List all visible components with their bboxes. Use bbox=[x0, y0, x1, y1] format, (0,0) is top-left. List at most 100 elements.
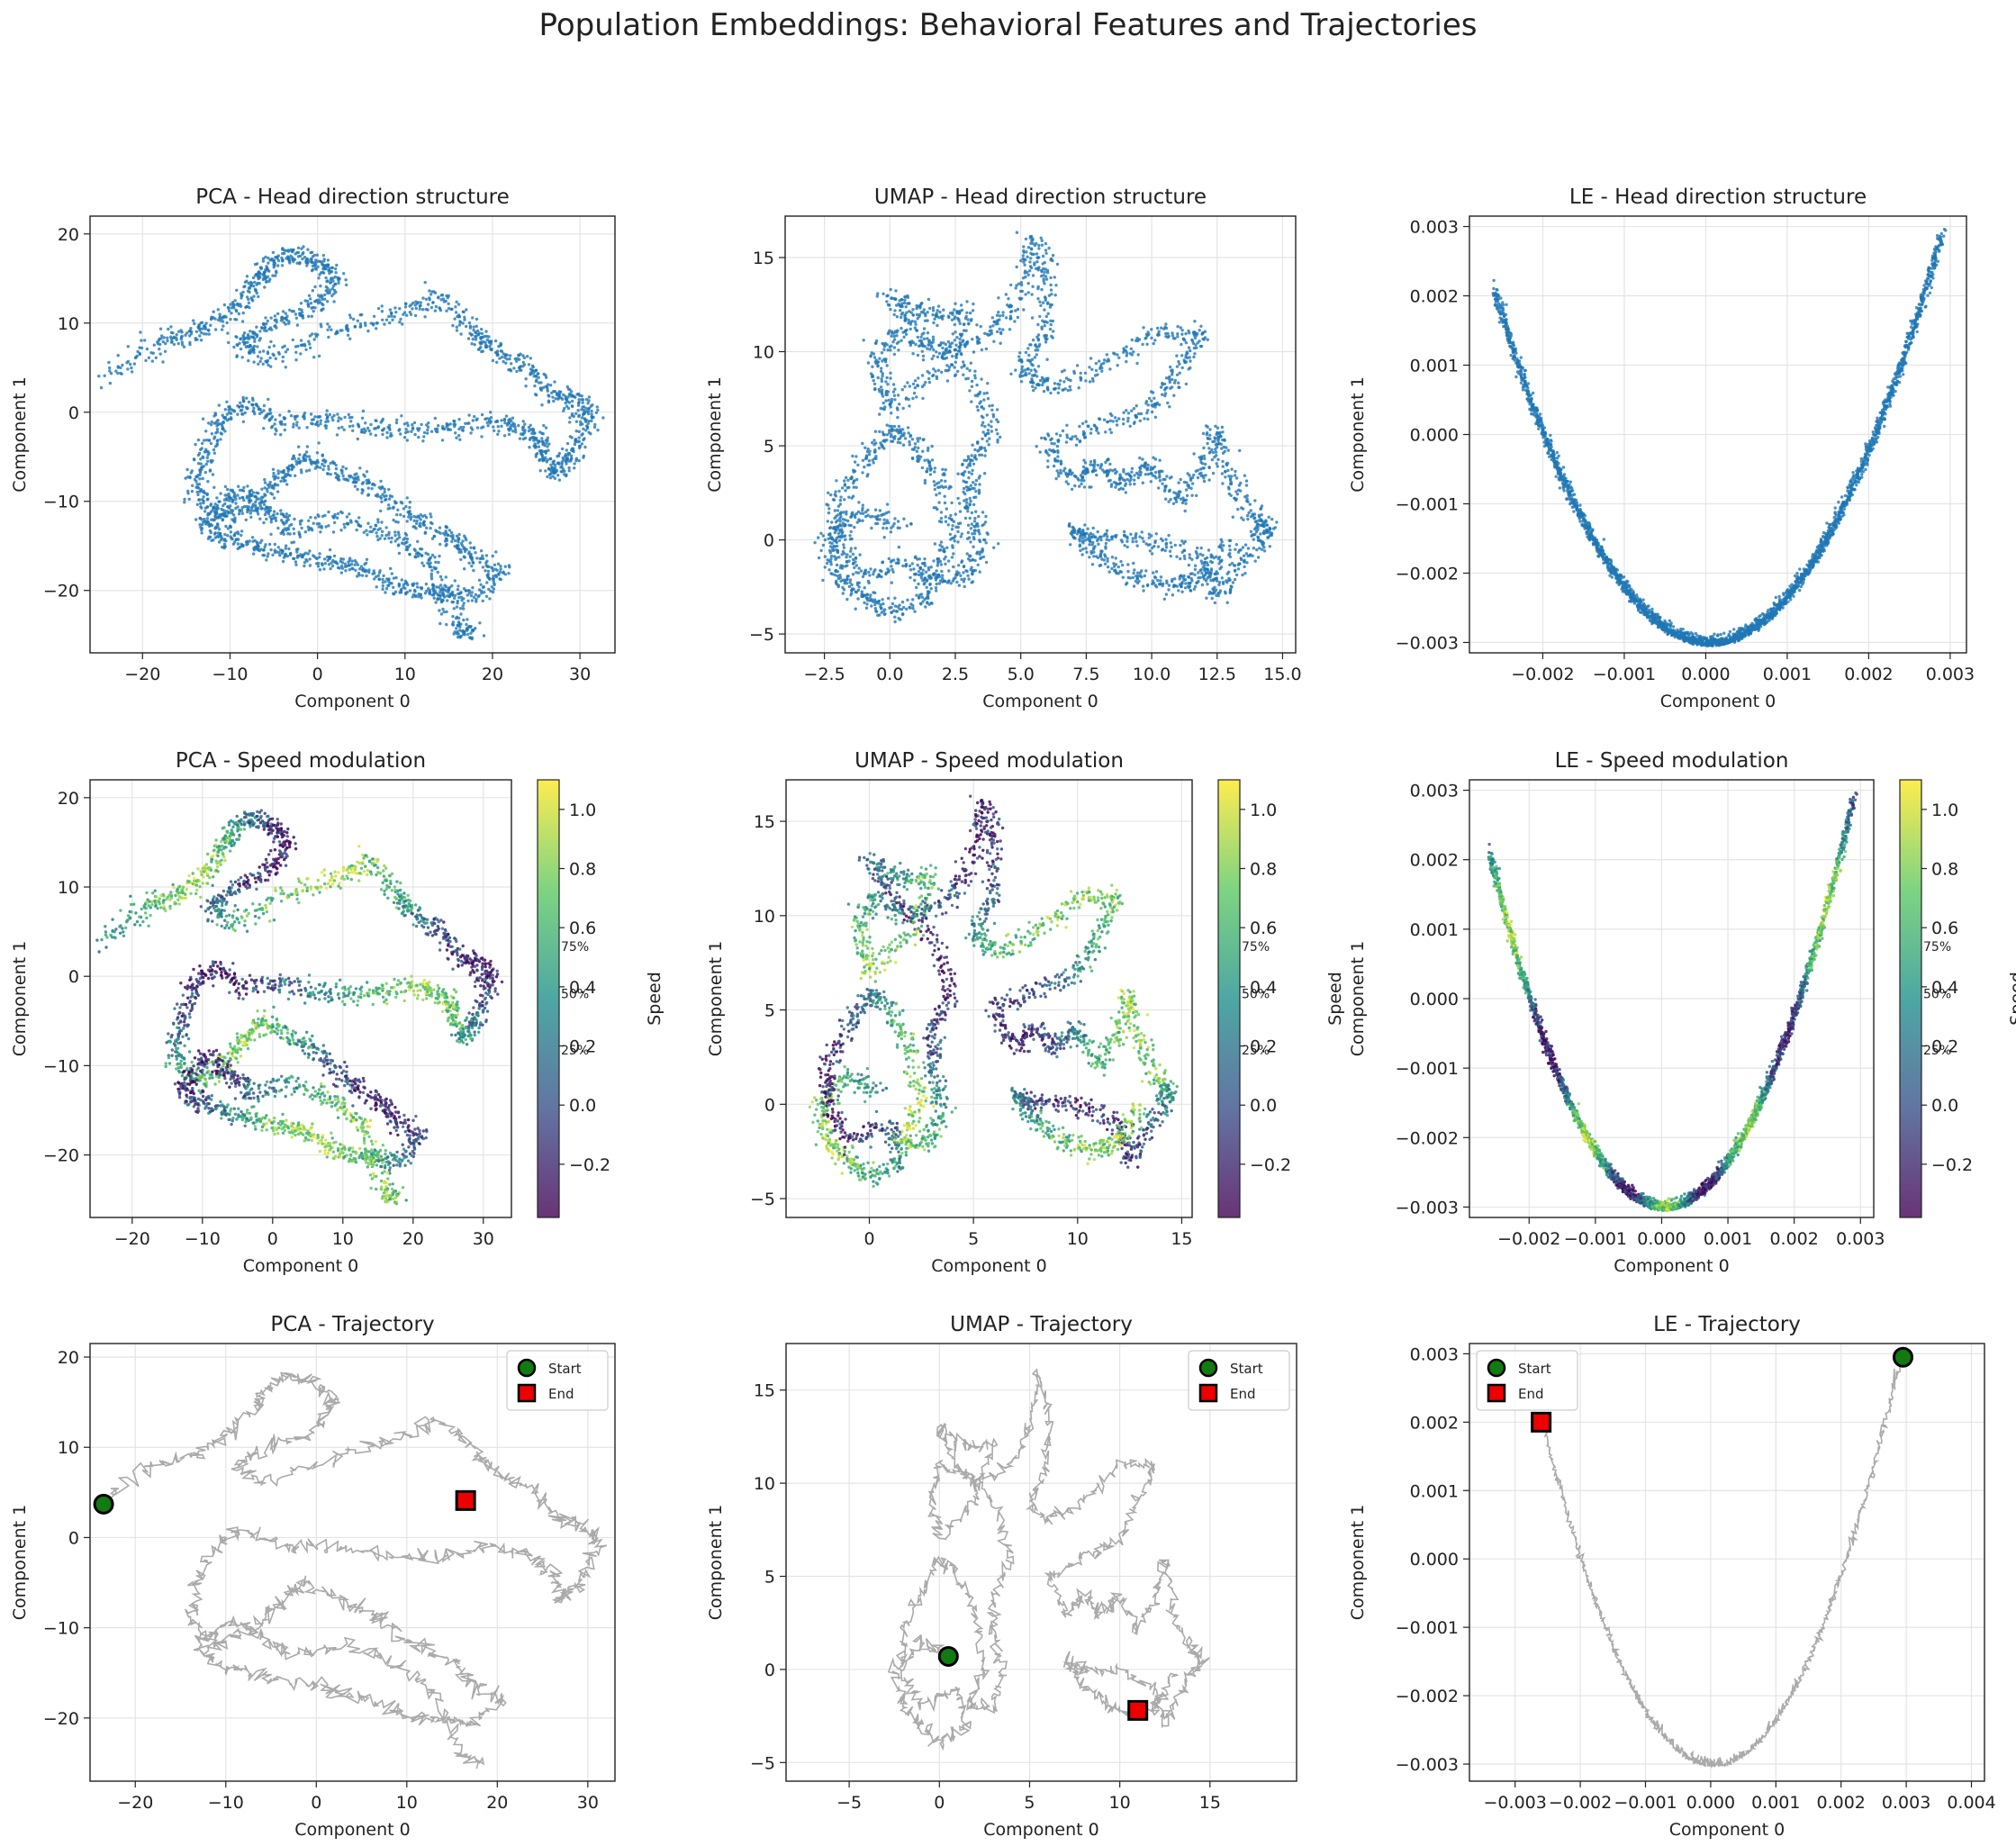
pca-head-point bbox=[274, 357, 277, 360]
pca-head-point bbox=[429, 293, 433, 296]
pca-head-point bbox=[300, 526, 303, 530]
umap-head-point bbox=[984, 347, 989, 351]
pca-head-point bbox=[230, 417, 233, 421]
pca-head-point bbox=[303, 256, 307, 259]
pca-head-point bbox=[392, 518, 395, 522]
pca-head-point bbox=[511, 421, 515, 425]
pca-head-point bbox=[324, 267, 328, 271]
pca-head-point bbox=[355, 528, 358, 532]
pca-head-point bbox=[321, 303, 325, 307]
umap-head-point bbox=[953, 366, 956, 369]
pca-head-point bbox=[590, 412, 593, 416]
pca-head-point bbox=[152, 343, 156, 347]
pca-head-point bbox=[405, 545, 409, 548]
umap-head-point bbox=[1135, 336, 1139, 340]
pca-head-point bbox=[164, 341, 167, 346]
umap-head-point bbox=[971, 468, 974, 473]
umap-head-point bbox=[1137, 338, 1142, 341]
pca-head-point bbox=[326, 279, 330, 283]
umap-head-point bbox=[939, 563, 944, 566]
pca-head-point bbox=[521, 420, 525, 423]
pca-head-point bbox=[468, 636, 472, 639]
pca-head-point bbox=[509, 354, 512, 357]
umap-head-point bbox=[896, 526, 900, 529]
pca-head-point bbox=[585, 426, 590, 430]
pca-head-point bbox=[126, 345, 130, 348]
pca-head-point bbox=[219, 538, 223, 542]
pca-head-point bbox=[318, 300, 321, 304]
umap-head-point bbox=[918, 557, 921, 561]
pca-head-point bbox=[481, 554, 484, 557]
pca-head-point bbox=[462, 602, 466, 605]
pca-head-point bbox=[292, 557, 295, 561]
pca-head-point bbox=[307, 455, 312, 458]
pca-head-point bbox=[321, 253, 325, 258]
umap-head-point bbox=[893, 309, 897, 312]
pca-head-point bbox=[228, 496, 232, 500]
umap-head-point bbox=[1044, 241, 1048, 246]
pca-head-point bbox=[376, 306, 381, 311]
umap-head-point bbox=[851, 454, 854, 458]
pca-head-point bbox=[475, 317, 479, 321]
umap-head-point bbox=[1021, 254, 1026, 258]
pca-head-point bbox=[351, 317, 356, 321]
umap-head-point bbox=[1008, 328, 1012, 331]
pca-head-point bbox=[218, 533, 221, 538]
pca-head-point bbox=[564, 459, 567, 463]
umap-head-point bbox=[848, 555, 852, 558]
umap-head-point bbox=[980, 414, 984, 418]
pca-head-point bbox=[567, 452, 572, 456]
umap-head-point bbox=[1167, 334, 1171, 339]
pca-head-point bbox=[475, 324, 478, 328]
pca-head-point bbox=[410, 430, 413, 433]
pca-head-point bbox=[260, 506, 264, 510]
pca-head-point bbox=[329, 473, 332, 476]
umap-head-point bbox=[980, 405, 983, 409]
pca-head-point bbox=[207, 439, 212, 442]
pca-head-point bbox=[423, 315, 427, 319]
pca-head-point bbox=[311, 529, 314, 532]
pca-head-point bbox=[225, 400, 229, 403]
umap-head-point bbox=[903, 313, 908, 317]
umap-head-point bbox=[1045, 385, 1050, 389]
pca-head-point bbox=[327, 268, 330, 273]
umap-head-point bbox=[968, 516, 972, 520]
umap-head-point bbox=[975, 552, 979, 556]
pca-head-point bbox=[195, 502, 199, 506]
pca-head-point bbox=[497, 430, 501, 433]
pca-head-point bbox=[315, 253, 319, 257]
pca-head-point bbox=[377, 577, 382, 581]
umap-head-point bbox=[844, 565, 847, 568]
pca-head-point bbox=[299, 339, 303, 342]
pca-head-point bbox=[361, 481, 366, 484]
umap-head-point bbox=[978, 552, 981, 557]
umap-head-point bbox=[1016, 315, 1020, 320]
umap-head-point bbox=[1051, 253, 1055, 258]
umap-head-point bbox=[986, 429, 990, 432]
pca-head-point bbox=[534, 379, 538, 384]
umap-head-point bbox=[973, 483, 978, 486]
pca-head-point bbox=[387, 537, 391, 540]
pca-head-point bbox=[249, 511, 252, 515]
umap-head-point bbox=[911, 313, 915, 317]
pca-head-point bbox=[497, 345, 501, 348]
pca-head-point bbox=[249, 348, 254, 351]
pca-head-point bbox=[326, 415, 330, 419]
pca-head-point bbox=[210, 518, 213, 521]
pca-head-point bbox=[296, 246, 301, 249]
pca-head-point bbox=[339, 417, 343, 421]
pca-head-point bbox=[533, 384, 537, 388]
pca-head-point bbox=[267, 511, 271, 516]
pca-head-point bbox=[278, 413, 282, 417]
umap-head-point bbox=[1028, 360, 1033, 364]
umap-head-point bbox=[863, 601, 866, 604]
pca-head-point bbox=[283, 344, 286, 348]
umap-head-point bbox=[902, 605, 906, 610]
pca-head-point bbox=[306, 248, 310, 251]
umap-head-point bbox=[840, 553, 844, 557]
umap-head-point bbox=[836, 576, 841, 581]
pca-head-point bbox=[457, 434, 461, 438]
pca-head-point bbox=[393, 539, 397, 543]
umap-head-point bbox=[890, 427, 894, 431]
pca-head-point bbox=[397, 551, 402, 556]
